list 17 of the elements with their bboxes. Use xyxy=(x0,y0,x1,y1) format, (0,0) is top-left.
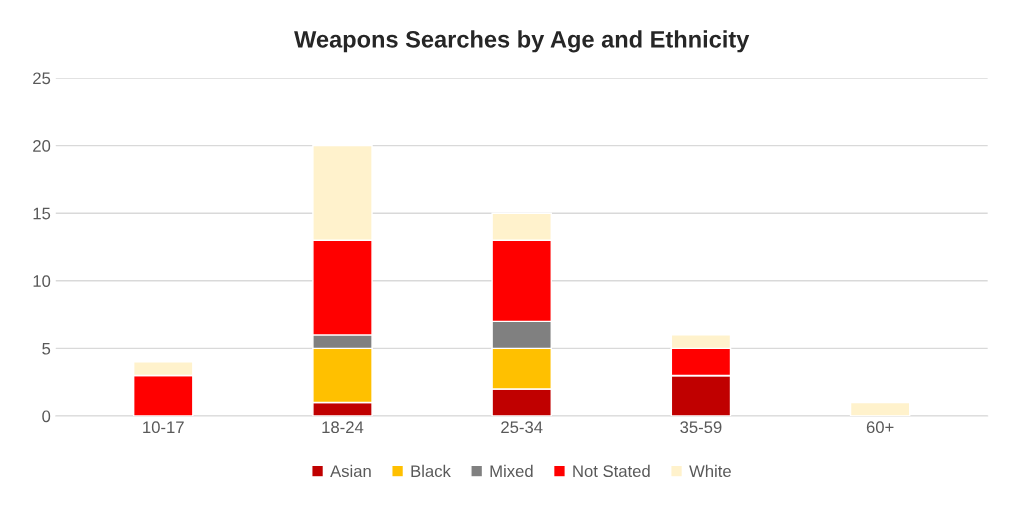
y-tick-label: 25 xyxy=(33,72,51,85)
chart-title: Weapons Searches by Age and Ethnicity xyxy=(294,30,750,53)
x-tick-label: 10-17 xyxy=(143,421,184,434)
x-tick-label: 35-59 xyxy=(680,421,722,434)
legend-label: White xyxy=(689,464,731,478)
y-tick-label: 15 xyxy=(33,207,51,220)
y-tick-label: 0 xyxy=(42,410,51,423)
x-tick-label: 25-34 xyxy=(501,421,543,434)
y-tick-label: 5 xyxy=(42,342,51,355)
legend-label: Mixed xyxy=(490,464,533,478)
legend-label: Not Stated xyxy=(573,464,650,478)
x-tick-label: 60+ xyxy=(866,421,894,434)
y-tick-label: 10 xyxy=(33,275,51,287)
legend-label: Asian xyxy=(330,464,371,478)
y-tick-label: 20 xyxy=(33,140,51,152)
x-tick-label: 18-24 xyxy=(322,421,364,434)
legend-label: Black xyxy=(411,464,451,478)
